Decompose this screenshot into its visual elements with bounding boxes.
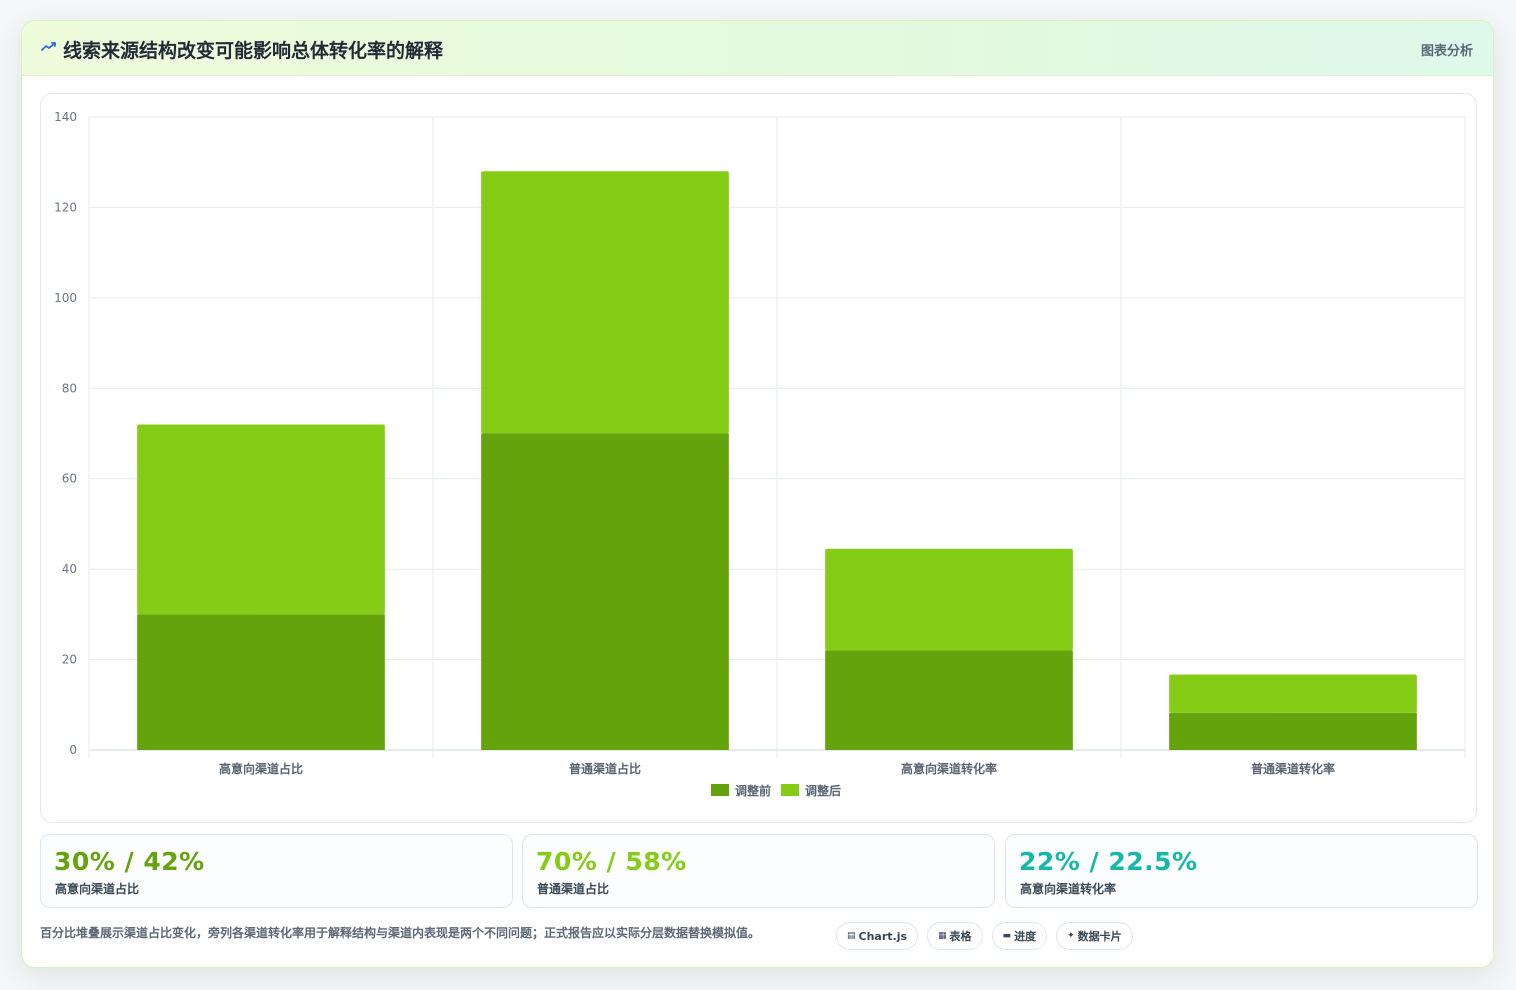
chart-card: 线索来源结构改变可能影响总体转化率的解释 图表分析 0 20 40 60 80 100 12… [21, 20, 1494, 968]
stat-label: 普通渠道占比 [537, 882, 610, 896]
chip-label: Chart.js [858, 929, 908, 943]
chip-data-card[interactable]: ✦ 数据卡片 [1056, 922, 1133, 950]
y-tick-label: 120 [54, 200, 77, 214]
chart-icon: ▤ [847, 931, 856, 941]
stacked-bar-chart: 0 20 40 60 80 100 120 140 高意向渠道占比 普通渠道占比 高意向渠道转化率 普… [54, 110, 1466, 798]
y-tick-label: 20 [62, 653, 77, 667]
chip-label: 表格 [949, 930, 972, 943]
y-tick-label: 0 [69, 743, 77, 757]
bar-segment [481, 171, 729, 434]
table-icon: ▦ [938, 931, 947, 941]
y-tick-label: 140 [54, 110, 77, 124]
chip-chartjs[interactable]: ▤ Chart.js [836, 922, 919, 950]
chip-table[interactable]: ▦ 表格 [927, 922, 983, 950]
bar-segment [1169, 674, 1417, 713]
bar-segment [825, 548, 1073, 651]
bar-segment [1169, 712, 1417, 750]
bar-segment [137, 424, 385, 615]
chip-label: 数据卡片 [1077, 930, 1122, 943]
sparkle-icon: ✦ [1067, 931, 1075, 941]
chart-footnote: 百分比堆叠展示渠道占比变化，旁列各渠道转化率用于解释结构与渠道内表现是两个不同问… [40, 926, 761, 940]
x-category-label: 普通渠道占比 [569, 761, 641, 776]
chart-panel: 0 20 40 60 80 100 120 140 高意向渠道占比 普通渠道占比 高意向渠道转化率 普… [40, 93, 1477, 823]
stat-value: 22% / 22.5% [1019, 847, 1198, 876]
legend-swatch [781, 784, 799, 796]
card-header: 线索来源结构改变可能影响总体转化率的解释 图表分析 [22, 21, 1493, 76]
chart-analysis-tag: 图表分析 [1420, 44, 1473, 59]
stat-label: 高意向渠道占比 [55, 882, 140, 896]
feature-chips: ▤ Chart.js ▦ 表格 ▬ 进度 ✦ 数据卡片 [836, 922, 1133, 950]
chip-progress[interactable]: ▬ 进度 [991, 922, 1048, 950]
x-category-label: 普通渠道转化率 [1251, 761, 1335, 776]
y-tick-label: 40 [62, 562, 77, 576]
trend-line-icon [41, 42, 56, 51]
x-category-label: 高意向渠道转化率 [901, 761, 997, 776]
progress-icon: ▬ [1002, 931, 1012, 941]
legend-swatch [711, 784, 729, 796]
legend-label: 调整前 [735, 783, 771, 798]
bar-segment [137, 614, 385, 750]
stat-card-high-intent-share: 30% / 42% 高意向渠道占比 [40, 834, 513, 908]
y-tick-label: 100 [54, 291, 77, 305]
stat-value: 30% / 42% [54, 847, 205, 876]
chip-label: 进度 [1014, 930, 1037, 943]
chart-title: 线索来源结构改变可能影响总体转化率的解释 [63, 40, 444, 62]
bar-segment [481, 433, 729, 750]
stat-label: 高意向渠道转化率 [1020, 882, 1117, 896]
legend-item: 调整前 [711, 783, 771, 798]
stat-card-high-intent-conversion: 22% / 22.5% 高意向渠道转化率 [1005, 834, 1478, 908]
y-tick-label: 60 [62, 472, 77, 486]
x-category-label: 高意向渠道占比 [219, 761, 303, 776]
stat-card-normal-share: 70% / 58% 普通渠道占比 [522, 834, 995, 908]
bar-segment [825, 650, 1073, 750]
stat-value: 70% / 58% [536, 847, 687, 876]
legend-item: 调整后 [781, 783, 841, 798]
y-tick-label: 80 [62, 381, 77, 395]
legend-label: 调整后 [805, 783, 841, 798]
